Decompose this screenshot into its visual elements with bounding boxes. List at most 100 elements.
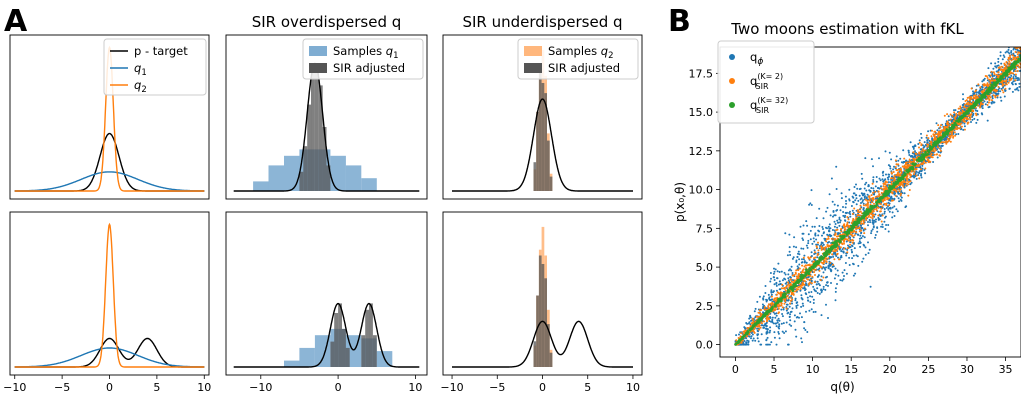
x-tick-label: 10 [197,381,211,394]
scatter-point-q_sir_k2 [974,94,977,97]
scatter-point-q_phi [842,231,845,234]
scatter-point-q_sir_k2 [988,99,991,102]
scatter-point-q_sir_k2 [795,269,798,272]
scatter-point-q_sir_k2 [1002,83,1005,86]
scatter-point-q_sir_k2 [951,132,954,135]
scatter-point-q_phi [747,341,750,344]
legend-label-q1: q1 [134,61,147,78]
scatter-point-q_phi [850,248,853,251]
scatter-point-q_phi [788,250,791,253]
scatter-point-q_sir_k2 [939,147,941,150]
scatter-point-q_phi [745,341,748,344]
scatter-point-q_sir_k2 [945,142,948,145]
hist-bar-sir_hist-4 [544,278,547,367]
scatter-point-q_sir_k2 [801,264,804,267]
scatter-point-q_sir_k2 [999,73,1002,76]
scatter-point-q_sir_k2 [966,122,969,125]
scatter-point-q_phi [830,282,832,284]
scatter-point-q_sir_k2 [808,283,810,286]
scatter-point-q_phi [919,148,922,151]
scatter-point-q_phi [841,271,844,274]
scatter-point-q_phi [757,340,760,343]
scatter-point-q_sir_k2 [830,237,833,240]
scatter-point-q_phi [849,215,852,218]
scatter-point-q_sir_k2 [975,114,978,117]
scatter-point-q_sir_k2 [770,295,773,298]
scatter-point-q_phi [778,319,781,322]
scatter-point-q_phi [772,276,775,279]
scatter-point-q_phi [863,236,866,239]
scatter-point-q_sir_k2 [896,172,899,175]
scatter-point-q_phi [778,337,781,340]
scatter-point-q_sir_k2 [847,224,850,227]
scatter-point-q_phi [803,286,806,289]
scatter-point-q_sir_k2 [758,309,761,312]
scatter-point-q_phi [784,232,787,235]
scatter-point-q_phi [870,230,873,232]
scatter-point-q_sir_k2 [809,278,812,281]
scatter-point-q_sir_k2 [838,243,841,246]
scatter-point-q_phi [837,274,840,277]
scatter-point-q_phi [744,327,747,330]
scatter-point-q_phi [889,167,892,170]
scatter-point-q_phi [820,288,823,291]
scatter-point-q_phi [990,102,993,105]
scatter-point-q_sir_k2 [949,140,952,143]
scatter-point-q_phi [793,314,796,317]
scatter-point-q_phi [799,312,801,315]
scatter-point-q_sir_k2 [918,163,921,166]
scatter-point-q_phi [825,303,827,306]
scatter-point-q_phi [795,305,798,307]
scatter-point-q_sir_k2 [746,327,749,329]
scatter-point-q_phi [848,199,851,202]
scatter-point-q_phi [887,173,890,176]
scatter-point-q_sir_k2 [930,143,933,146]
scatter-point-q_phi [774,268,777,271]
scatter-point-q_sir_k2 [837,235,840,238]
scatter-point-q_sir_k2 [989,79,992,82]
scatter-point-q_sir_k2 [894,178,896,181]
scatter-point-q_phi [803,327,806,330]
scatter-point-q_sir_k2 [774,308,777,311]
scatter-point-q_sir_k2 [909,176,912,179]
scatter-point-q_sir_k2 [882,188,885,191]
scatter-point-q_phi [836,226,839,229]
legend-label-q2_hist: Samples q2 [548,44,614,61]
scatter-point-q_sir_k2 [779,295,782,298]
scatter-point-q_sir_k2 [943,126,946,129]
scatter-point-q_phi [754,307,757,310]
target-density-line [452,320,633,368]
x-tick-label: 0 [539,381,546,394]
scatter-point-q_sir_k2 [930,152,933,155]
scatter-point-q_phi [843,269,846,272]
scatter-point-q_sir_k2 [933,130,936,133]
scatter-point-q_phi [825,284,828,287]
scatter-point-q_sir_k2 [814,251,816,254]
scatter-point-q_sir_k2 [784,300,787,303]
scatter-point-q_phi [847,244,849,247]
scatter-point-q_phi [851,257,854,260]
scatter-point-q_phi [751,333,754,336]
scatter-point-q_sir_k2 [827,235,830,238]
x-tick-label: 5 [153,381,160,394]
scatter-point-q_phi [923,145,926,148]
scatter-point-q_sir_k2 [847,239,850,242]
scatter-point-q_sir_k2 [849,239,852,242]
hist-bar-sir_hist-1 [536,111,539,191]
scatter-point-q_phi [834,214,837,217]
scatter-point-q_sir_k2 [913,160,915,163]
scatter-point-q_sir_k2 [846,216,849,218]
scatter-point-q_sir_k2 [808,264,811,267]
scatter-point-q_phi [871,219,874,222]
scatter-point-q_phi [846,248,849,251]
target-density-line [233,62,420,192]
scatter-point-q_phi [995,66,998,69]
scatter-point-q_phi [826,241,829,244]
scatter-point-q_phi [738,333,740,336]
scatter-point-q_phi [936,156,939,159]
scatter-point-q_phi [887,164,890,167]
scatter-point-q_phi [997,64,1000,67]
scatter-point-q_phi [853,247,856,250]
scatter-point-q_sir_k2 [820,247,823,250]
axes-frame [225,34,428,200]
